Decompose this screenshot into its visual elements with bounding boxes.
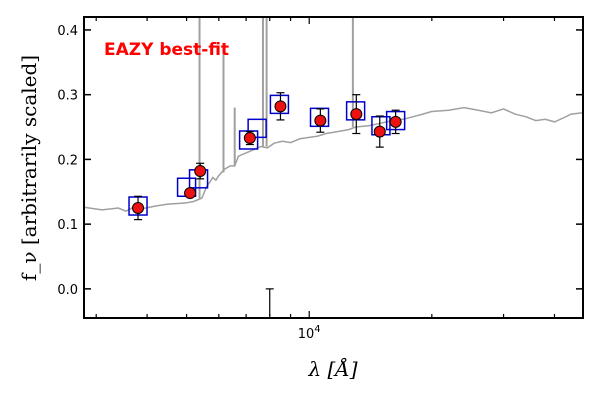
plot-marks	[84, 17, 583, 317]
axis-ticks: 0.0 0.1 0.2 0.3 0.4 104	[57, 17, 583, 342]
y-axis-title: f_ν [arbitrarily scaled]	[17, 55, 41, 281]
y-tick-label: 0.0	[57, 283, 78, 298]
observed-flux-point	[314, 114, 327, 127]
model-flux-square	[269, 94, 290, 115]
observed-flux-point	[194, 165, 207, 178]
observed-flux-point	[350, 108, 363, 121]
y-tick-label: 0.4	[57, 24, 78, 39]
observed-flux-point	[243, 132, 256, 145]
x-axis-title: λ [Å]	[307, 356, 357, 381]
y-tick-label: 0.3	[57, 89, 78, 104]
observed-flux-point	[132, 201, 145, 214]
observed-flux-point	[389, 115, 402, 128]
y-tick-label: 0.2	[57, 153, 78, 168]
observed-flux-point	[184, 187, 197, 200]
model-flux-square	[247, 118, 267, 139]
observed-flux-point	[274, 100, 287, 113]
plot-frame	[83, 16, 584, 319]
y-tick-label: 0.1	[57, 218, 78, 233]
model-name-annotation: EAZY best-fit	[104, 40, 229, 60]
template-spectrum-line	[84, 106, 583, 213]
observed-flux-point	[373, 125, 386, 138]
x-tick-label: 104	[298, 324, 321, 342]
